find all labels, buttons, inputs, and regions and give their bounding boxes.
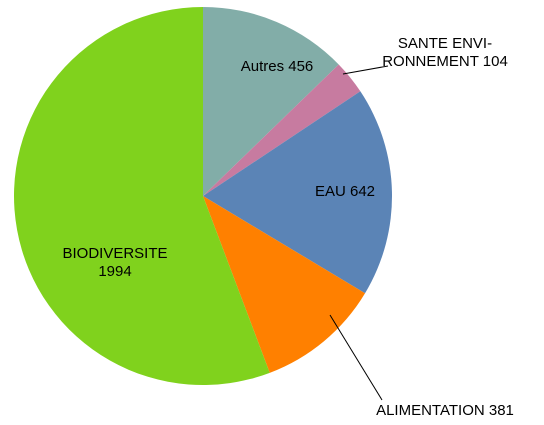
value-label: 104 xyxy=(482,53,508,70)
slice-label: BIODIVERSITE 1994 xyxy=(50,245,180,281)
pie-slice xyxy=(203,91,392,294)
slice-label: SANTE ENVI-RONNEMENT 104 xyxy=(380,35,510,71)
pie-slice xyxy=(203,7,339,196)
category-name: BIODIVERSITE xyxy=(62,245,168,262)
category-name: SANTE ENVI-RONNEMENT xyxy=(382,35,493,70)
value-label: 381 xyxy=(488,402,514,419)
category-name: Autres xyxy=(240,58,285,75)
slice-label: Autres 456 xyxy=(222,58,332,76)
value-label: 456 xyxy=(288,58,314,75)
pie-slice xyxy=(203,64,361,196)
category-name: ALIMENTATION xyxy=(376,402,485,419)
pie-slice xyxy=(203,196,366,373)
slice-label: EAU 642 xyxy=(295,183,395,201)
value-label: 1994 xyxy=(98,263,132,280)
category-name: EAU xyxy=(314,183,346,200)
slice-label: ALIMENTATION 381 xyxy=(345,402,544,420)
leader-line xyxy=(342,65,389,75)
leader-line xyxy=(329,314,383,401)
value-label: 642 xyxy=(349,183,376,200)
pie-slice xyxy=(13,7,270,386)
